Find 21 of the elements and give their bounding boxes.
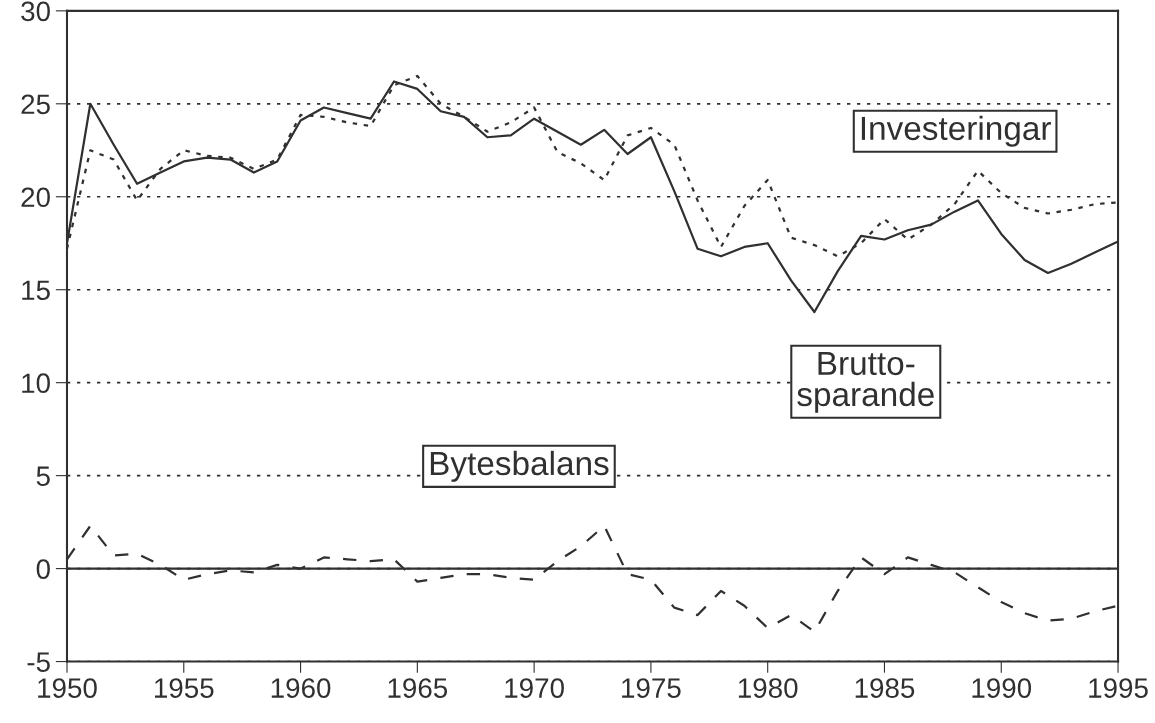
series-label: Bytesbalans <box>430 450 609 482</box>
series-label: Brutto- sparande <box>797 351 934 413</box>
x-tick-label: 1980 <box>738 678 798 698</box>
y-tick-label: 0 <box>36 559 50 579</box>
y-tick-label: -5 <box>27 652 50 672</box>
x-tick-label: 1955 <box>155 678 214 698</box>
y-tick-label: 10 <box>22 373 50 394</box>
x-tick-label: 1995 <box>1089 678 1148 698</box>
x-tick-label: 1965 <box>388 678 448 698</box>
x-tick-label: 1960 <box>271 678 331 698</box>
y-tick-label: 5 <box>36 466 50 486</box>
x-tick-label: 1975 <box>622 678 681 698</box>
x-tick-label: 1985 <box>855 678 915 698</box>
x-tick-label: 1950 <box>38 678 97 698</box>
series-label: Investeringar <box>861 115 1051 147</box>
x-tick-label: 1970 <box>505 678 564 698</box>
x-tick-label: 1990 <box>972 678 1032 698</box>
y-tick-label: 25 <box>21 94 50 115</box>
y-tick-label: 30 <box>21 1 50 22</box>
y-tick-label: 20 <box>21 187 50 208</box>
y-tick-label: 15 <box>22 280 50 301</box>
